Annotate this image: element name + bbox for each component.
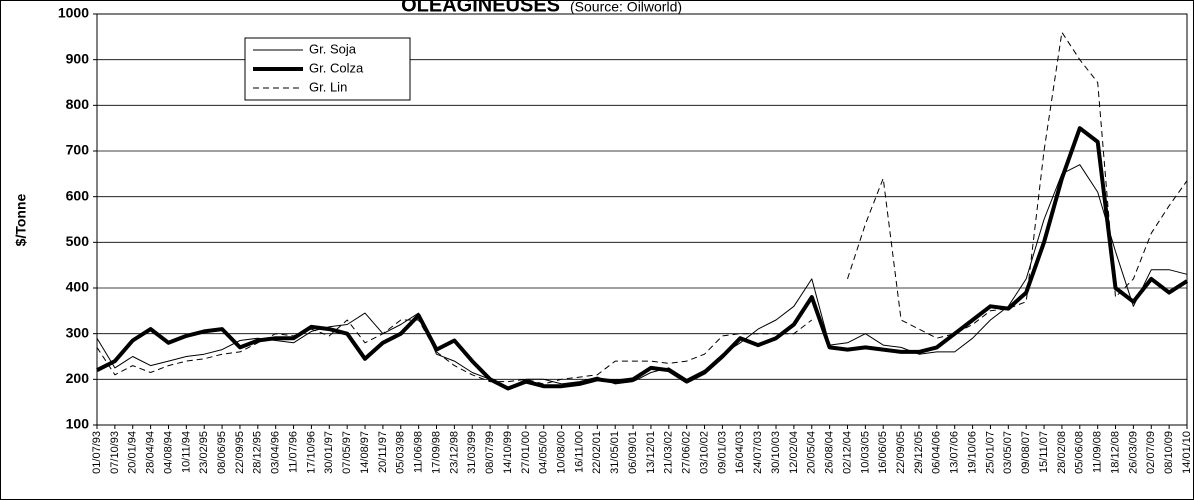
y-tick-label: 1000	[58, 5, 89, 21]
y-tick-label: 300	[66, 324, 90, 340]
series-line	[96, 164, 1188, 389]
x-tick-label: 28/02/08	[1056, 431, 1068, 474]
x-tick-label: 08/06/95	[216, 431, 228, 474]
series-line	[96, 319, 813, 385]
x-tick-label: 21/03/02	[663, 431, 675, 474]
x-tick-label: 03/10/02	[698, 431, 710, 474]
x-tick-label: 20/05/04	[806, 431, 818, 474]
x-tick-label: 27/01/00	[520, 431, 532, 474]
x-tick-label: 13/07/06	[949, 431, 961, 474]
y-tick-label: 900	[66, 50, 90, 66]
x-tick-label: 22/09/05	[895, 431, 907, 474]
plot-area	[96, 13, 1188, 426]
legend-label: Gr. Colza	[309, 60, 364, 75]
x-tick-label: 16/06/05	[877, 431, 889, 474]
x-tick-label: 26/03/09	[1127, 431, 1139, 474]
x-tick-label: 14/10/99	[502, 431, 514, 474]
x-tick-label: 17/09/98	[430, 431, 442, 474]
chart-title: OLEAGINEUSES	[401, 0, 560, 16]
y-tick-label: 400	[66, 279, 90, 295]
x-tick-label: 08/10/09	[1163, 431, 1175, 474]
x-tick-label: 11/07/96	[287, 431, 299, 473]
x-tick-label: 20/01/94	[127, 431, 139, 474]
x-tick-label: 05/03/98	[395, 431, 407, 474]
x-tick-label: 14/01/10	[1181, 431, 1193, 474]
x-tick-label: 10/11/94	[180, 431, 192, 473]
x-tick-label: 10/08/00	[555, 431, 567, 474]
x-tick-label: 09/01/03	[716, 431, 728, 474]
x-tick-label: 15/11/07	[1038, 431, 1050, 473]
x-tick-label: 27/06/02	[681, 431, 693, 474]
x-tick-label: 04/08/94	[162, 431, 174, 474]
x-tick-label: 24/07/03	[752, 431, 764, 474]
x-tick-label: 22/02/01	[591, 431, 603, 474]
x-tick-label: 07/05/97	[341, 431, 353, 474]
x-tick-label: 11/06/98	[413, 431, 425, 473]
x-tick-label: 05/06/08	[1074, 431, 1086, 474]
y-tick-label: 700	[66, 142, 90, 158]
x-tick-label: 10/03/05	[859, 431, 871, 474]
x-tick-label: 20/11/97	[377, 431, 389, 473]
x-tick-label: 25/01/07	[984, 431, 996, 474]
x-tick-label: 02/12/04	[841, 431, 853, 474]
legend-label: Gr. Soja	[309, 41, 357, 56]
chart-subtitle: (Source: Oilworld)	[570, 0, 682, 15]
y-axis-label: $/Tonne	[13, 193, 29, 246]
x-tick-label: 30/10/03	[770, 431, 782, 474]
x-tick-label: 29/12/05	[913, 431, 925, 474]
y-tick-label: 200	[66, 370, 90, 386]
y-tick-label: 100	[66, 416, 90, 432]
x-tick-label: 03/05/07	[1002, 431, 1014, 474]
x-tick-label: 13/12/01	[645, 431, 657, 474]
x-tick-label: 11/09/08	[1092, 431, 1104, 473]
x-tick-label: 17/10/96	[305, 431, 317, 474]
x-tick-label: 19/10/06	[966, 431, 978, 474]
x-tick-label: 06/04/06	[931, 431, 943, 474]
series-line	[96, 126, 1189, 391]
x-tick-label: 14/08/97	[359, 431, 371, 474]
y-tick-label: 600	[66, 187, 90, 203]
x-tick-label: 26/08/04	[824, 431, 836, 474]
x-tick-label: 07/10/93	[109, 431, 121, 474]
x-tick-label: 23/02/95	[198, 431, 210, 474]
y-tick-label: 800	[66, 96, 90, 112]
x-tick-label: 09/08/07	[1020, 431, 1032, 474]
x-tick-label: 31/03/99	[466, 431, 478, 474]
x-tick-label: 12/02/04	[788, 431, 800, 474]
x-tick-label: 03/04/96	[270, 431, 282, 474]
x-tick-label: 02/07/09	[1145, 431, 1157, 474]
y-tick-label: 500	[66, 233, 90, 249]
x-tick-label: 30/01/97	[323, 431, 335, 474]
x-tick-label: 31/05/01	[609, 431, 621, 474]
x-tick-label: 16/04/03	[734, 431, 746, 474]
x-tick-label: 28/04/94	[145, 431, 157, 474]
x-tick-label: 06/09/01	[627, 431, 639, 474]
x-tick-label: 23/12/98	[448, 431, 460, 474]
x-tick-label: 08/07/99	[484, 431, 496, 474]
x-tick-label: 28/12/95	[252, 431, 264, 474]
x-tick-label: 04/05/00	[538, 431, 550, 474]
x-tick-label: 01/07/93	[91, 431, 103, 474]
series-line	[847, 31, 1188, 339]
x-tick-label: 22/09/95	[234, 431, 246, 474]
x-tick-label: 18/12/08	[1109, 431, 1121, 474]
x-tick-label: 16/11/00	[573, 431, 585, 473]
legend-label: Gr. Lin	[309, 79, 347, 94]
